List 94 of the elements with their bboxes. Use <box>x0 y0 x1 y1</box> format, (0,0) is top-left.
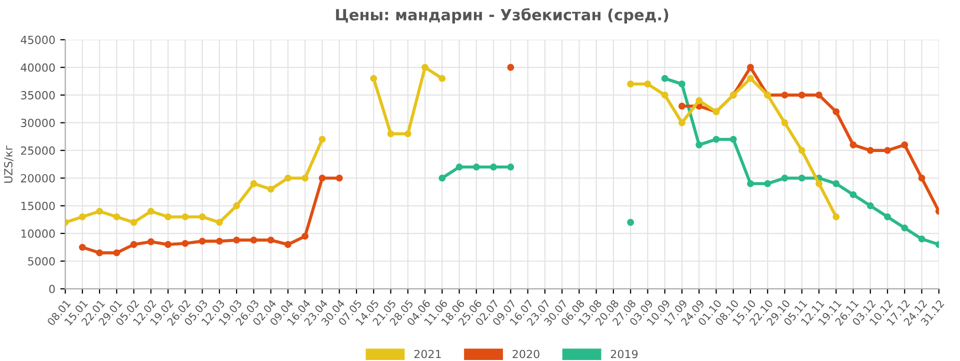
point <box>781 119 788 126</box>
point <box>866 146 874 154</box>
point <box>798 174 806 182</box>
point <box>404 130 412 138</box>
point <box>832 213 840 220</box>
point <box>250 180 258 188</box>
point <box>147 208 154 215</box>
point <box>182 240 189 247</box>
point <box>696 97 703 104</box>
legend-label: 2020 <box>512 350 540 358</box>
point <box>627 218 634 226</box>
y-tick-label: 35000 <box>21 91 55 100</box>
point <box>901 224 908 232</box>
point <box>78 244 86 251</box>
point <box>198 238 206 245</box>
point <box>164 213 172 220</box>
point <box>507 164 514 170</box>
point <box>130 241 138 248</box>
point <box>507 64 514 71</box>
point <box>884 146 891 154</box>
point <box>370 74 378 82</box>
point <box>712 136 720 143</box>
point <box>781 174 788 182</box>
point <box>746 64 754 71</box>
legend-label: 2021 <box>414 350 441 358</box>
y-tick-label: 45000 <box>20 36 55 44</box>
point <box>318 174 326 182</box>
y-tick-label: 0 <box>49 284 55 294</box>
point <box>130 218 138 226</box>
point <box>216 218 223 226</box>
point <box>661 74 668 82</box>
point <box>918 174 926 182</box>
point <box>250 236 258 244</box>
point <box>96 249 104 256</box>
point <box>267 236 274 244</box>
point <box>387 130 394 138</box>
point <box>438 74 446 82</box>
y-tick-label: 5000 <box>28 257 55 266</box>
point <box>438 174 446 182</box>
point <box>456 164 463 170</box>
point <box>884 213 891 220</box>
point <box>113 249 120 256</box>
y-tick-label: 25000 <box>21 146 55 155</box>
point <box>798 146 806 154</box>
point <box>678 102 686 110</box>
point <box>216 238 223 245</box>
y-axis-title: UZS/кг <box>4 145 14 183</box>
point <box>678 80 686 88</box>
point <box>678 119 686 126</box>
point <box>267 186 274 193</box>
point <box>696 141 703 148</box>
point <box>764 180 772 188</box>
point <box>490 164 497 170</box>
point <box>661 92 668 99</box>
y-tick-label: 15000 <box>21 202 55 210</box>
point <box>96 208 104 215</box>
point <box>832 108 840 116</box>
y-tick-label: 10000 <box>21 229 55 238</box>
point <box>147 238 154 246</box>
point <box>918 236 926 242</box>
y-tick-label: 30000 <box>21 118 55 128</box>
point <box>422 64 428 71</box>
point <box>302 174 309 182</box>
point <box>746 74 754 82</box>
chart-title: Цены: мандарин - Узбекистан (сред.) <box>336 8 668 24</box>
point <box>113 213 120 220</box>
point <box>850 141 857 148</box>
point <box>627 80 634 88</box>
point <box>644 80 652 88</box>
point <box>781 92 788 99</box>
point <box>866 202 874 210</box>
point <box>730 136 737 143</box>
point <box>233 236 240 244</box>
point <box>901 141 908 148</box>
point <box>798 92 806 99</box>
point <box>164 241 172 248</box>
point <box>816 180 822 188</box>
point <box>816 92 822 99</box>
point <box>284 174 292 182</box>
point <box>198 213 206 220</box>
point <box>78 213 86 220</box>
y-tick-label: 40000 <box>20 63 55 72</box>
legend-label: 2019 <box>610 350 638 358</box>
point <box>472 164 480 170</box>
point <box>233 202 240 210</box>
y-tick-label: 20000 <box>21 174 55 182</box>
point <box>850 191 857 198</box>
point <box>284 241 292 248</box>
point <box>746 180 754 188</box>
point <box>182 213 189 220</box>
point <box>336 174 343 182</box>
point <box>832 180 840 188</box>
point <box>318 136 326 143</box>
point <box>302 232 309 240</box>
